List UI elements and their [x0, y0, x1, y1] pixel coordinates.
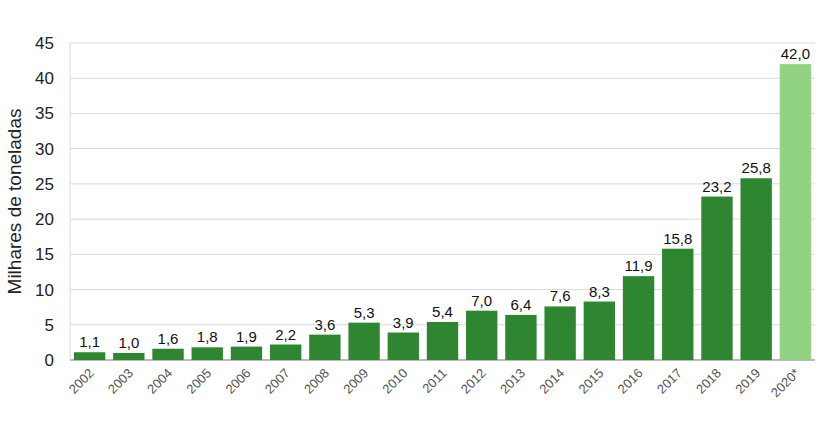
bar	[701, 197, 732, 360]
x-tick-label: 2012	[458, 366, 489, 397]
bar	[348, 323, 379, 360]
bar	[74, 352, 105, 360]
y-tick-label: 5	[45, 316, 54, 335]
grid-line	[70, 148, 815, 149]
bar	[623, 276, 654, 360]
bar	[309, 335, 340, 360]
x-tick-label: 2014	[536, 366, 567, 397]
x-tick-label: 2016	[615, 366, 646, 397]
x-tick-label: 2009	[340, 366, 371, 397]
chart-container: 0 5 10 15 20 25 30 35 40 45 Milhares de toneladas 1…	[0, 0, 820, 422]
x-tick-label: 2007	[262, 366, 293, 397]
bar	[584, 302, 615, 360]
data-label: 15,8	[663, 230, 692, 247]
bar	[192, 347, 223, 360]
bar	[780, 64, 811, 360]
bar	[270, 345, 301, 360]
grid-line	[70, 113, 815, 114]
data-label: 5,4	[432, 303, 453, 320]
bar	[662, 249, 693, 360]
bar	[388, 333, 419, 360]
y-tick-label: 40	[35, 69, 54, 88]
y-tick-label: 20	[35, 210, 54, 229]
data-label: 1,9	[236, 328, 257, 345]
x-tick-label: 2017	[654, 366, 685, 397]
x-tick-label: 2015	[575, 366, 606, 397]
x-tick-label: 2018	[693, 366, 724, 397]
data-label: 3,9	[393, 314, 414, 331]
bar	[427, 322, 458, 360]
y-tick-label: 45	[35, 34, 54, 53]
bar	[741, 178, 772, 360]
y-axis-title: Milhares de toneladas	[4, 109, 25, 295]
data-label: 42,0	[781, 45, 810, 62]
grid-line	[70, 78, 815, 79]
x-tick-label: 2020*	[768, 366, 803, 401]
x-tick-label: 2004	[144, 366, 175, 397]
data-label: 11,9	[625, 257, 653, 274]
bar	[544, 306, 575, 360]
x-tick-label: 2002	[66, 366, 97, 397]
bars	[74, 64, 811, 360]
grid-line	[70, 43, 815, 44]
bar	[466, 311, 497, 360]
chart-svg: 0 5 10 15 20 25 30 35 40 45 Milhares de toneladas 1…	[0, 0, 820, 422]
x-tick-label: 2019	[732, 366, 763, 397]
y-tick-label: 25	[35, 175, 54, 194]
x-tick-label: 2011	[419, 366, 449, 396]
bar	[505, 315, 536, 360]
y-tick-label: 15	[35, 245, 54, 264]
data-label: 1,1	[79, 333, 100, 350]
data-label: 23,2	[702, 178, 731, 195]
data-label: 7,0	[471, 292, 492, 309]
y-tick-label: 10	[35, 281, 54, 300]
data-label: 3,6	[314, 316, 335, 333]
y-tick-label: 0	[45, 351, 54, 370]
y-axis-line	[70, 43, 71, 360]
x-tick-label: 2008	[301, 366, 332, 397]
data-label: 2,2	[275, 326, 296, 343]
x-tick-label: 2010	[379, 366, 410, 397]
data-label: 1,6	[158, 330, 179, 347]
y-tick-label: 35	[35, 104, 54, 123]
x-tick-label: 2005	[183, 366, 214, 397]
x-tick-label: 2003	[105, 366, 136, 397]
data-label: 1,8	[197, 328, 218, 345]
data-label: 7,6	[550, 287, 571, 304]
x-tick-label: 2006	[223, 366, 254, 397]
bar	[231, 347, 262, 360]
data-label: 1,0	[118, 334, 139, 351]
data-label: 25,8	[742, 159, 771, 176]
bar	[152, 349, 183, 360]
x-tick-label: 2013	[497, 366, 528, 397]
data-label: 8,3	[589, 283, 610, 300]
y-tick-label: 30	[35, 140, 54, 159]
bar	[113, 353, 144, 360]
data-label: 6,4	[510, 296, 531, 313]
data-label: 5,3	[354, 304, 375, 321]
